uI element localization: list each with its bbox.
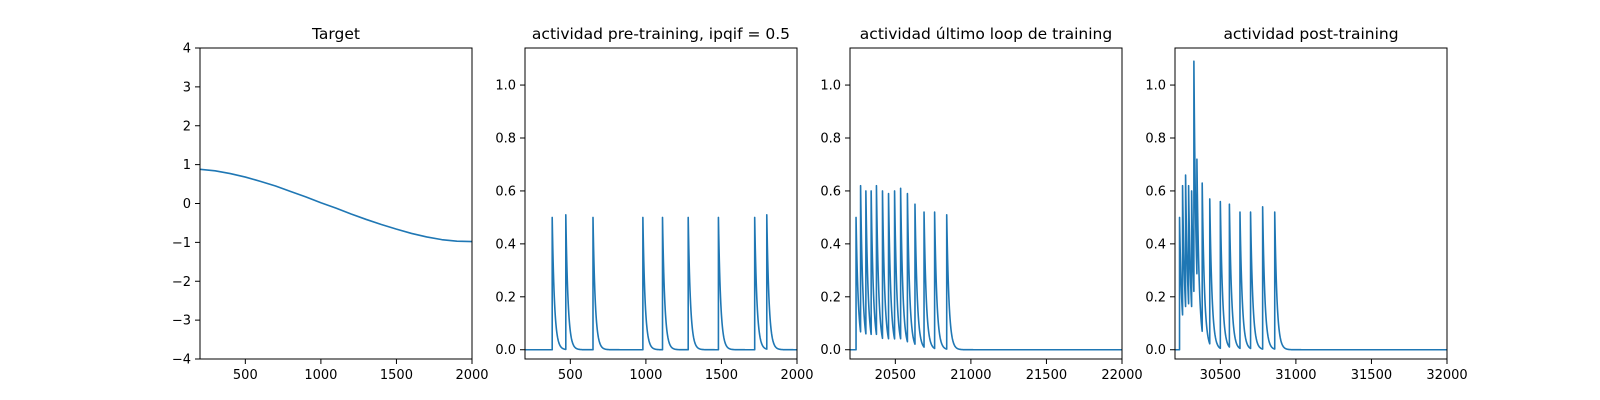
y-tick-label: 0.0 — [1145, 343, 1166, 358]
y-tick-label: 1.0 — [495, 79, 516, 94]
x-tick-label: 32000 — [1426, 368, 1467, 383]
y-tick-label: 0.6 — [820, 184, 841, 199]
panel-post-training: actividad post-training 30500 31000 31500 3… — [1145, 25, 1467, 383]
y-tick-label: 2 — [183, 119, 191, 134]
x-tick-label: 22000 — [1101, 368, 1142, 383]
x-tick-label: 2000 — [455, 368, 488, 383]
y-tick-label: 0.4 — [495, 237, 516, 252]
y-tick-label: 1.0 — [1145, 79, 1166, 94]
series-line — [1175, 60, 1447, 351]
panel-title: actividad pre-training, ipqif = 0.5 — [532, 25, 790, 43]
x-tick-label: 20500 — [875, 368, 916, 383]
x-tick-label: 30500 — [1200, 368, 1241, 383]
series-line — [200, 168, 472, 243]
y-tick-label: 0.8 — [1145, 131, 1166, 146]
axes-frame — [524, 47, 798, 360]
x-tick-label: 1500 — [705, 368, 738, 383]
y-tick-label: 0.4 — [1145, 237, 1166, 252]
x-tick-label: 2000 — [780, 368, 813, 383]
y-tick-label: 0.8 — [495, 131, 516, 146]
axes-frame — [849, 47, 1123, 360]
y-tick-label: 4 — [183, 42, 191, 57]
x-tick-label: 1000 — [304, 368, 337, 383]
y-tick-label: 0.6 — [1145, 184, 1166, 199]
panel-title: actividad último loop de training — [860, 25, 1112, 43]
panel-last-training-loop: actividad último loop de training 20500 2… — [820, 25, 1142, 383]
y-tick-label: 0.2 — [1145, 290, 1166, 305]
x-tick-label: 21500 — [1026, 368, 1067, 383]
y-tick-label: −3 — [172, 314, 191, 329]
y-tick-label: 3 — [183, 80, 191, 95]
y-tick-label: 0.2 — [820, 290, 841, 305]
panel-target: Target 500 1000 1500 2000 −4 −3 −2 −1 0 1 2 3 4 — [172, 25, 489, 383]
axes-frame — [1174, 47, 1448, 360]
y-tick-label: 0.0 — [495, 343, 516, 358]
y-tick-label: −4 — [172, 353, 191, 368]
y-tick-label: 0.6 — [495, 184, 516, 199]
x-tick-label: 500 — [558, 368, 583, 383]
y-tick-label: 0.4 — [820, 237, 841, 252]
panel-title: actividad post-training — [1223, 25, 1398, 43]
x-tick-label: 1500 — [380, 368, 413, 383]
x-tick-label: 31000 — [1275, 368, 1316, 383]
y-tick-label: −2 — [172, 275, 191, 290]
x-tick-label: 21000 — [950, 368, 991, 383]
series-line — [850, 184, 1122, 351]
x-tick-label: 31500 — [1351, 368, 1392, 383]
panel-title: Target — [311, 25, 360, 43]
x-tick-label: 500 — [233, 368, 258, 383]
y-tick-label: 0.0 — [820, 343, 841, 358]
y-tick-label: 0.2 — [495, 290, 516, 305]
x-tick-label: 1000 — [629, 368, 662, 383]
series-line — [525, 213, 797, 351]
y-tick-label: −1 — [172, 236, 191, 251]
y-tick-label: 1 — [183, 158, 191, 173]
y-tick-label: 0 — [183, 197, 191, 212]
y-tick-label: 1.0 — [820, 79, 841, 94]
y-tick-label: 0.8 — [820, 131, 841, 146]
panel-pre-training: actividad pre-training, ipqif = 0.5 500 1… — [495, 25, 813, 383]
